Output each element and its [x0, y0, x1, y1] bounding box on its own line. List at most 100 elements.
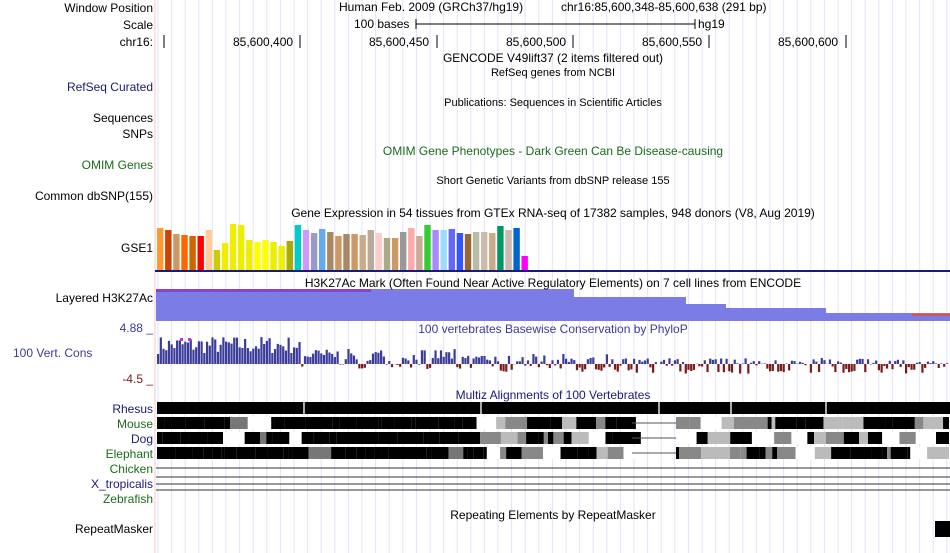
phylop-bar — [573, 360, 576, 364]
dbsnp-label[interactable]: Common dbSNP(155) — [34, 189, 153, 203]
multiz-mouse — [224, 417, 231, 429]
multiz-elephant — [203, 447, 213, 459]
phylop-bar — [298, 342, 301, 364]
multiz-track-title[interactable]: Multiz Alignments of 100 Vertebrates — [455, 388, 651, 402]
phylop-bar — [184, 341, 187, 364]
phylop-bar — [812, 359, 815, 364]
gtex-bar — [221, 243, 229, 270]
multiz-mouse — [561, 417, 577, 429]
cons-label[interactable]: 100 Vert. Cons — [13, 346, 93, 360]
phylop-bar — [540, 361, 543, 364]
multiz-dog — [384, 432, 398, 444]
phylop-bar — [891, 364, 894, 370]
species-rhesus[interactable]: Rhesus — [112, 402, 153, 416]
multiz-elephant — [381, 447, 389, 459]
multiz-mouse — [805, 417, 824, 429]
phylop-bar — [728, 364, 731, 372]
snps-label[interactable]: SNPs — [122, 127, 153, 141]
multiz-dog — [751, 432, 775, 444]
gse1-label[interactable]: GSE1 — [120, 241, 153, 255]
phylop-bar — [507, 355, 511, 364]
phylop-bar — [333, 357, 336, 364]
multiz-mouse — [596, 417, 606, 429]
phylop-bar — [350, 353, 353, 364]
species-chicken[interactable]: Chicken — [109, 462, 153, 476]
species-dog[interactable]: Dog — [130, 432, 153, 446]
h3k27ac-track-title[interactable]: H3K27Ac Mark (Often Found Near Active Re… — [304, 276, 802, 290]
multiz-mouse — [262, 417, 272, 429]
phylop-bar — [945, 363, 948, 364]
multiz-dog — [313, 432, 330, 444]
multiz-elephant — [850, 447, 872, 459]
phylop-bar — [662, 359, 666, 364]
multiz-elephant — [175, 447, 193, 459]
omim-track-title[interactable]: OMIM Gene Phenotypes - Dark Green Can Be… — [382, 144, 724, 158]
phylop-bar — [233, 337, 236, 364]
repeatmasker-track-title[interactable]: Repeating Elements by RepeatMasker — [450, 508, 656, 522]
multiz-elephant — [701, 447, 719, 459]
phylop-bar — [303, 356, 307, 364]
multiz-dog — [423, 432, 428, 444]
repeatmasker-element — [935, 521, 950, 537]
repeatmasker-label[interactable]: RepeatMasker — [74, 522, 153, 536]
multiz-dog — [162, 432, 181, 444]
gtex-bar — [343, 234, 350, 270]
multiz-mouse — [356, 417, 379, 429]
multiz-dog — [707, 432, 731, 444]
phylop-bar — [872, 362, 875, 364]
gtex-bar — [489, 233, 496, 270]
phylop-bar — [385, 364, 388, 365]
phylop-bar — [529, 364, 532, 366]
phylop-bar — [627, 364, 630, 371]
multiz-rhesus — [825, 402, 827, 414]
phylop-bar — [450, 358, 453, 364]
phylop-bar — [643, 360, 647, 364]
species-zebrafish[interactable]: Zebrafish — [102, 492, 153, 506]
phylop-bar — [282, 346, 285, 364]
phylop-bar — [769, 364, 772, 372]
phylop-bar — [559, 364, 562, 369]
phylop-bar — [660, 361, 663, 364]
multiz-dog — [336, 432, 357, 444]
phylop-bar — [673, 360, 676, 364]
multiz-rhesus — [480, 402, 482, 414]
phylop-bar — [565, 358, 568, 364]
multiz-elephant — [765, 447, 773, 459]
multiz-dog — [189, 432, 208, 444]
species-mouse[interactable]: Mouse — [116, 417, 153, 431]
publications-track-title[interactable]: Publications: Sequences in Scientific Ar… — [444, 97, 662, 109]
dbsnp-track-title[interactable]: Short Genetic Variants from dbSNP releas… — [436, 175, 670, 187]
scale-text: 100 bases — [354, 17, 410, 31]
multiz-elephant — [212, 447, 222, 459]
species-elephant[interactable]: Elephant — [105, 447, 153, 461]
refseq-track-title[interactable]: RefSeq genes from NCBI — [490, 67, 616, 79]
multiz-dog — [329, 432, 337, 444]
multiz-elephant — [831, 447, 851, 459]
phylop-bar — [774, 360, 777, 364]
phylop-bar — [401, 357, 404, 364]
phylop-bar — [880, 364, 883, 373]
phylop-bar — [831, 364, 834, 367]
phylop-bar — [325, 349, 328, 364]
h3k27ac-label[interactable]: Layered H3K27Ac — [55, 291, 153, 305]
sequences-label[interactable]: Sequences — [92, 111, 153, 125]
phylop-track-title[interactable]: 100 vertebrates Basewise Conservation by… — [418, 322, 688, 336]
phylop-bar — [309, 357, 312, 364]
phylop-bar — [510, 364, 513, 370]
omim-label[interactable]: OMIM Genes — [81, 158, 153, 172]
gencode-track-title[interactable]: GENCODE V49lift37 (2 items filtered out) — [442, 51, 664, 65]
phylop-bar — [371, 353, 375, 364]
multiz-dog — [289, 432, 302, 444]
gtex-track-title[interactable]: Gene Expression in 54 tissues from GTEx … — [291, 206, 815, 220]
refseq-label[interactable]: RefSeq Curated — [66, 80, 153, 94]
gtex-bar — [432, 230, 439, 270]
phylop-bar — [157, 353, 160, 364]
phylop-bar — [701, 364, 704, 367]
multiz-dog — [774, 432, 792, 444]
multiz-elephant — [890, 447, 908, 459]
species-x-tropicalis[interactable]: X_tropicalis — [90, 477, 153, 491]
phylop-bar — [320, 353, 323, 364]
multiz-elephant — [288, 447, 293, 459]
multiz-elephant — [577, 447, 589, 459]
